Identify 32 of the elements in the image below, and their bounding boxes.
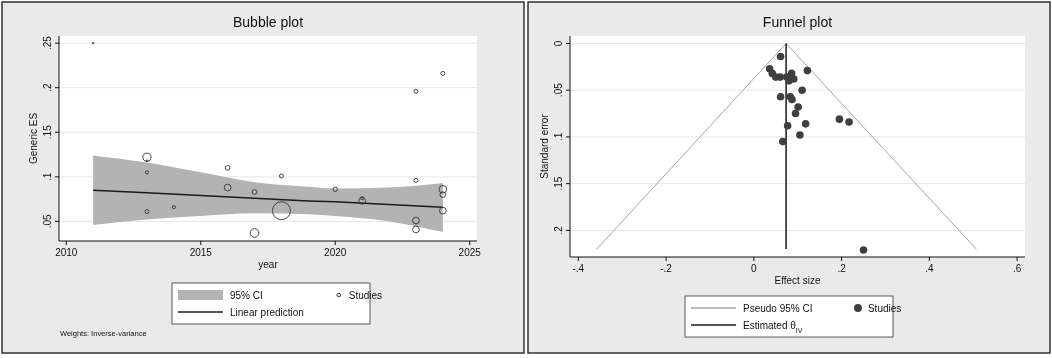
x-tick-label: 2010 (55, 247, 78, 258)
y-tick-label: .05 (553, 82, 564, 98)
y-tick-label: .15 (553, 176, 564, 191)
x-tick-label: 2025 (458, 247, 482, 258)
x-tick-label: .6 (1012, 263, 1022, 274)
y-tick-label: .1 (42, 172, 53, 181)
y-tick-label: .1 (553, 132, 564, 142)
x-tick-label: .2 (837, 263, 847, 274)
legend-label: Estimated θ$_{IV}$ (743, 319, 803, 333)
legend-label: Studies (348, 289, 383, 301)
y-tick-label: .05 (42, 214, 53, 229)
x-axis-title: year (258, 259, 279, 270)
legend-label: Studies (867, 302, 902, 314)
x-tick-label: -.2 (660, 263, 673, 274)
x-axis-title: Effect size (774, 275, 821, 286)
y-tick-label: .25 (42, 35, 53, 51)
x-tick-label: 2020 (324, 247, 347, 258)
x-tick-label: -.4 (572, 263, 585, 274)
x-tick-label: 2015 (189, 247, 213, 258)
y-axis-title: Generic ES (28, 112, 39, 165)
y-axis-title: Standard error (539, 113, 550, 179)
x-tick-label: .4 (925, 263, 934, 274)
legend-label: Linear prediction (230, 306, 304, 318)
y-tick-label: .2 (553, 225, 564, 235)
chart-title: Funnel plot (762, 14, 833, 30)
y-tick-label: .2 (42, 83, 53, 92)
text: 95% CI (230, 289, 263, 301)
x-tick-label: 0 (751, 263, 758, 274)
y-tick-label: .15 (42, 124, 53, 140)
chart-title: Bubble plot (232, 14, 304, 30)
legend-label: Pseudo 95% CI (743, 302, 813, 314)
y-tick-label: 0 (553, 40, 564, 47)
